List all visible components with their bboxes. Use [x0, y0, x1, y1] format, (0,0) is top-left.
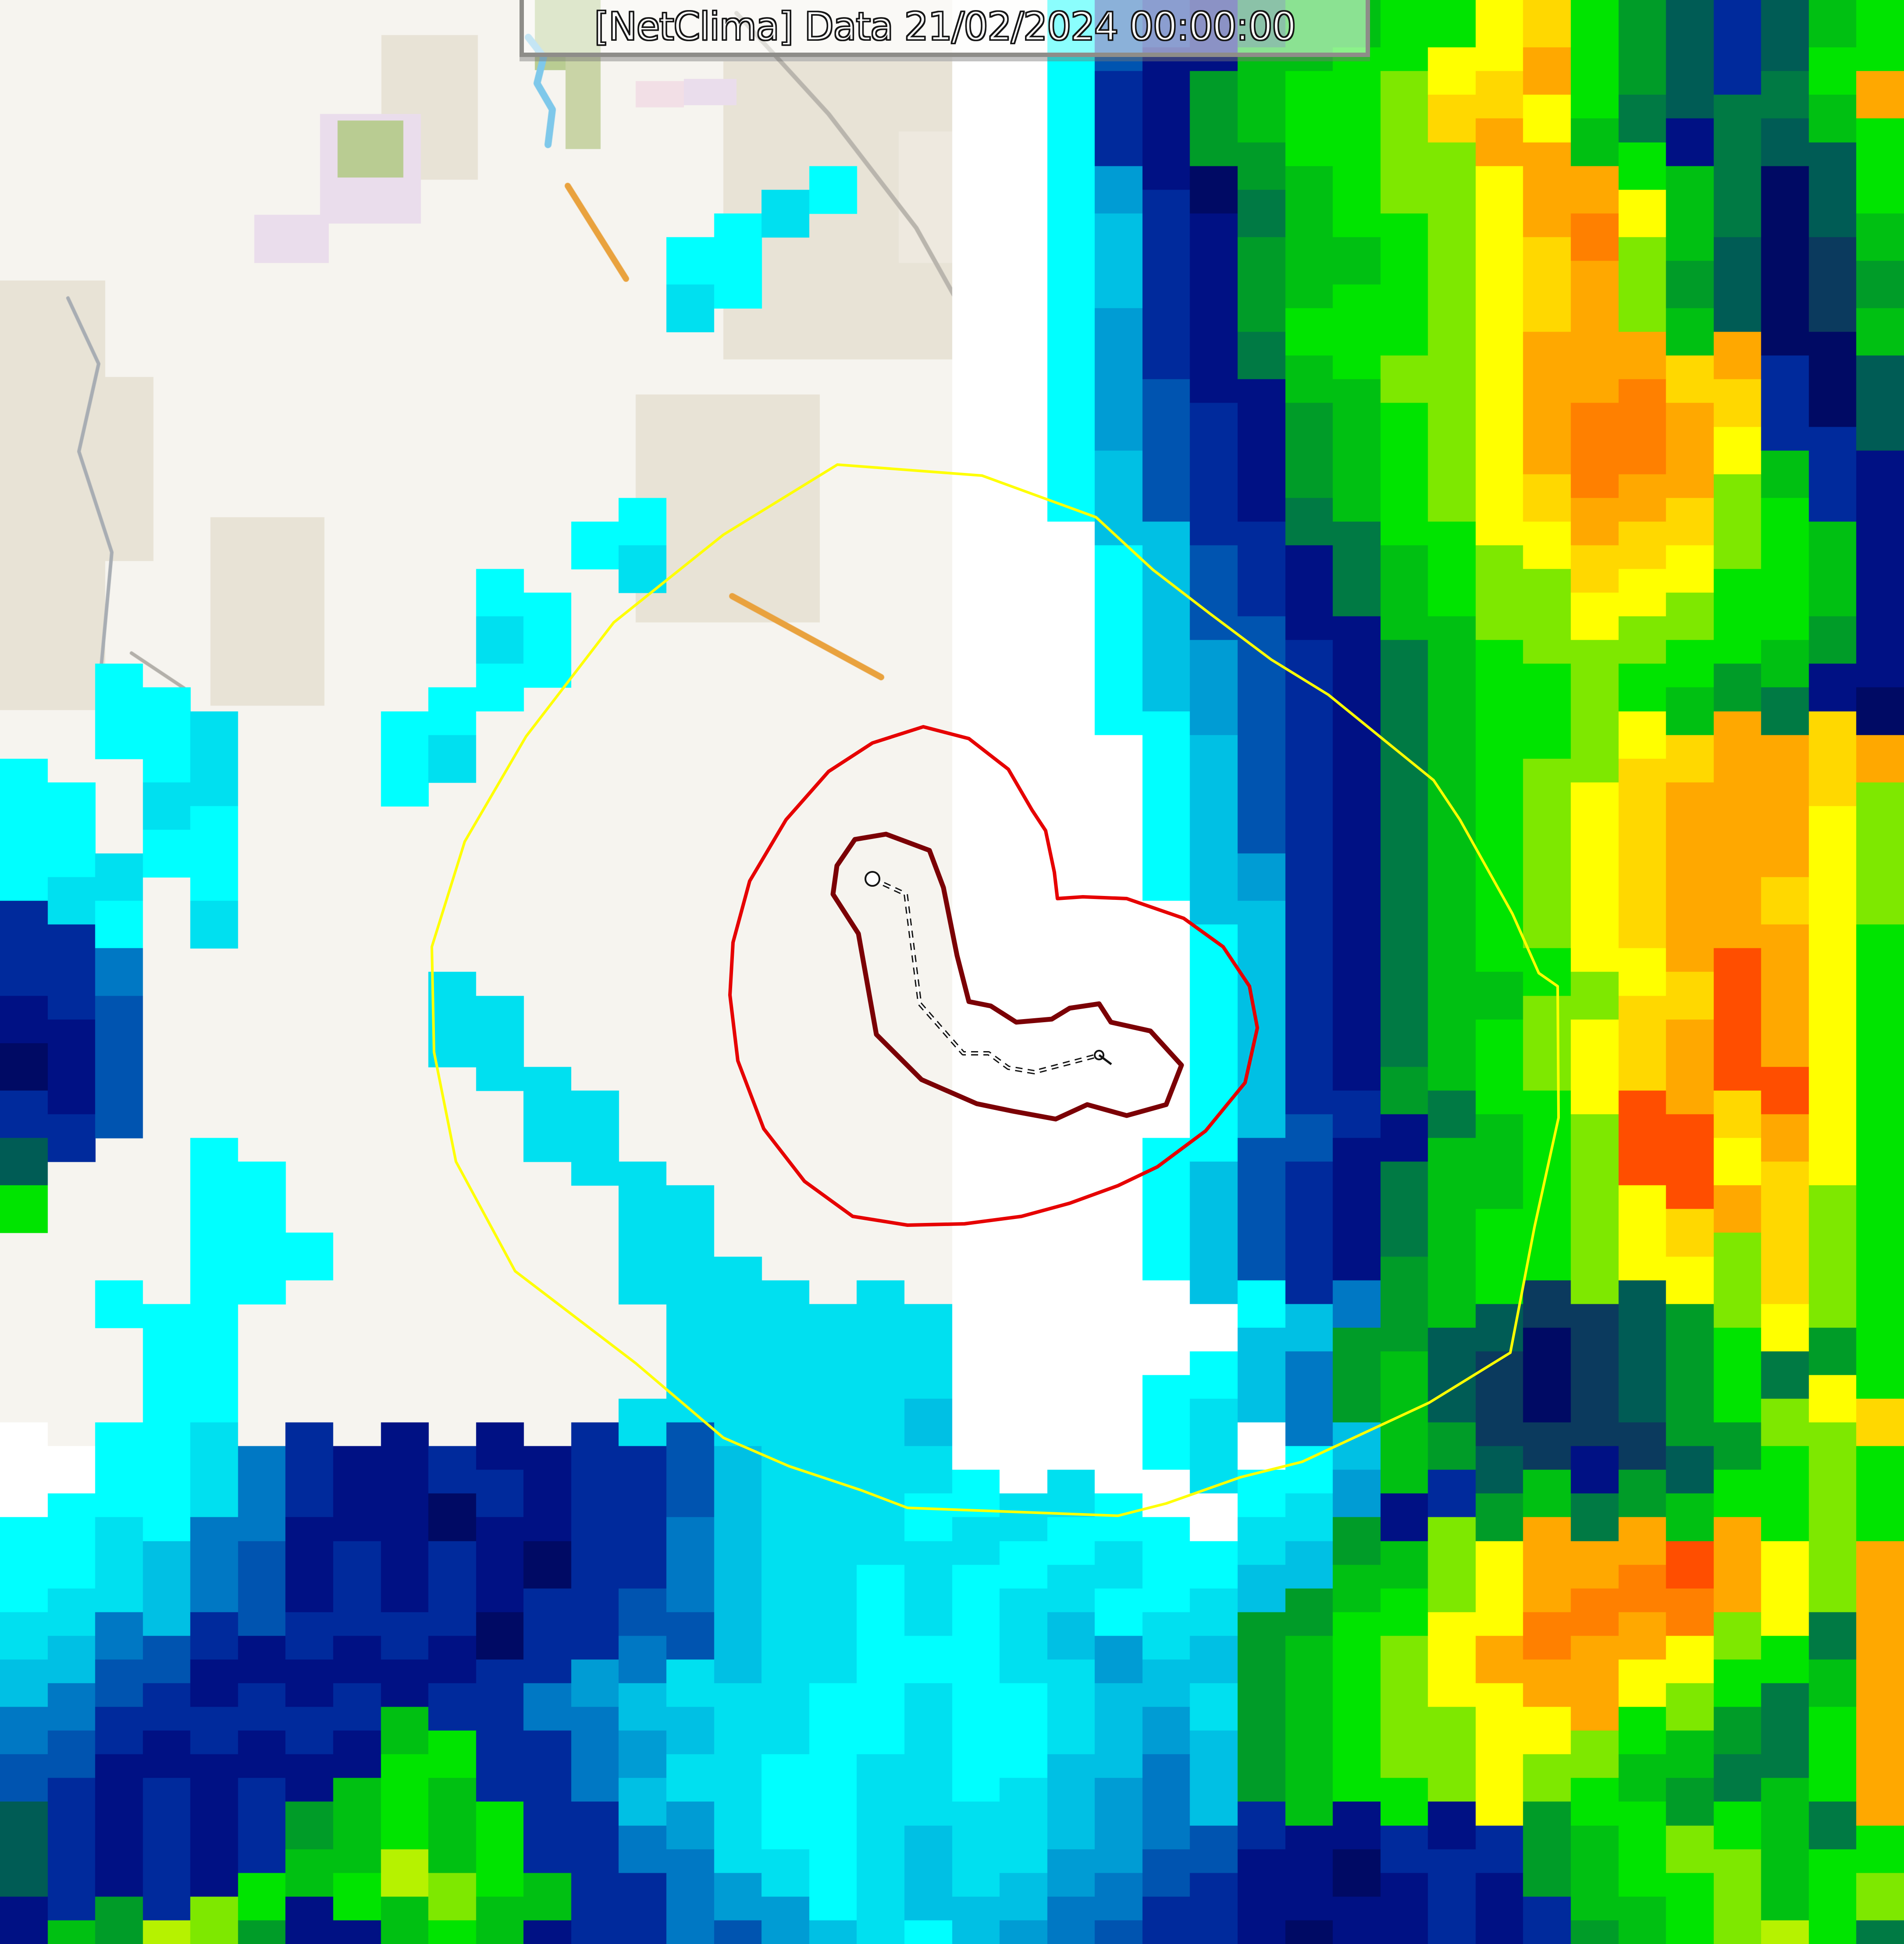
timestamp-bar: [NetClima] Data 21/02/2024 00:00:00	[520, 0, 1370, 57]
timestamp-text: [NetClima] Data 21/02/2024 00:00:00	[594, 3, 1297, 50]
